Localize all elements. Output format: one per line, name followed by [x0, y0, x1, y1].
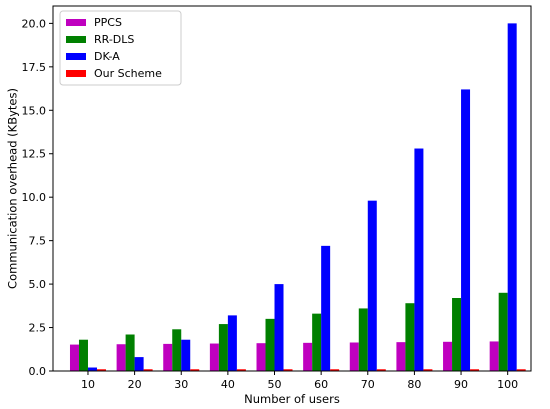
- legend-swatch-our-scheme: [66, 70, 86, 77]
- legend-label-dk-a: DK-A: [94, 50, 120, 63]
- bar-our-scheme-30: [190, 369, 200, 371]
- y-tick-label: 15.0: [22, 104, 47, 117]
- x-tick-label: 50: [268, 378, 282, 391]
- y-axis-label: Communication overhead (KBytes): [6, 88, 20, 289]
- bar-dk-a-100: [507, 23, 517, 371]
- legend-label-our-scheme: Our Scheme: [94, 67, 162, 80]
- bar-rr-dls-70: [358, 308, 368, 371]
- bar-ppcs-60: [303, 342, 313, 371]
- bar-ppcs-100: [489, 341, 499, 371]
- bar-our-scheme-100: [516, 369, 526, 371]
- x-tick-label: 90: [454, 378, 468, 391]
- y-tick-label: 2.5: [29, 322, 47, 335]
- x-tick-label: 80: [407, 378, 421, 391]
- bar-dk-a-20: [134, 357, 144, 371]
- bar-ppcs-30: [163, 343, 173, 371]
- y-tick-label: 5.0: [29, 278, 47, 291]
- legend: PPCS RR-DLS DK-A Our Scheme: [59, 10, 182, 86]
- bar-rr-dls-80: [405, 303, 415, 371]
- bar-rr-dls-30: [172, 329, 182, 371]
- bar-rr-dls-90: [452, 298, 462, 371]
- bar-dk-a-30: [181, 339, 191, 371]
- x-tick-label: 70: [361, 378, 375, 391]
- x-tick-label: 10: [81, 378, 95, 391]
- bar-dk-a-90: [461, 89, 471, 372]
- bar-our-scheme-10: [96, 369, 106, 371]
- bar-dk-a-70: [367, 200, 377, 371]
- x-axis-label: Number of users: [244, 392, 340, 406]
- bar-our-scheme-60: [330, 369, 340, 371]
- y-tick-label: 17.5: [22, 61, 47, 74]
- y-tick-label: 7.5: [29, 235, 47, 248]
- legend-swatch-dk-a: [66, 53, 86, 60]
- legend-box: [59, 10, 182, 86]
- plot-frame: [52, 5, 532, 372]
- bar-our-scheme-20: [143, 369, 153, 371]
- legend-label-ppcs: PPCS: [94, 16, 122, 29]
- y-tick-label: 20.0: [22, 17, 47, 30]
- x-tick-label: 40: [221, 378, 235, 391]
- y-tick-label: 12.5: [22, 148, 47, 161]
- bar-our-scheme-80: [423, 369, 433, 371]
- bar-dk-a-80: [414, 148, 424, 371]
- legend-label-rr-dls: RR-DLS: [94, 33, 134, 46]
- bar-dk-a-10: [87, 367, 97, 371]
- x-axis: 10 20 30 40 50 60 70 80 90 100: [81, 371, 518, 391]
- bar-dk-a-40: [227, 315, 237, 371]
- bar-ppcs-40: [209, 343, 219, 371]
- bar-rr-dls-50: [265, 318, 275, 371]
- x-tick-label: 60: [314, 378, 328, 391]
- legend-swatch-ppcs: [66, 19, 86, 26]
- bar-ppcs-20: [116, 344, 126, 371]
- bars-group: [69, 23, 526, 372]
- bar-our-scheme-50: [283, 369, 293, 371]
- bar-our-scheme-70: [376, 369, 386, 371]
- x-tick-label: 20: [128, 378, 142, 391]
- bar-our-scheme-90: [470, 369, 480, 371]
- bar-dk-a-60: [321, 245, 331, 371]
- bar-our-scheme-40: [236, 369, 246, 371]
- bar-ppcs-70: [349, 342, 359, 371]
- bar-dk-a-50: [274, 284, 284, 371]
- bar-rr-dls-60: [312, 313, 322, 371]
- bar-rr-dls-40: [218, 324, 228, 371]
- legend-swatch-rr-dls: [66, 36, 86, 43]
- y-tick-label: 10.0: [22, 191, 47, 204]
- bar-ppcs-50: [256, 343, 266, 371]
- bar-ppcs-10: [69, 344, 79, 371]
- bar-rr-dls-100: [498, 292, 508, 371]
- bar-rr-dls-20: [125, 334, 135, 371]
- x-tick-label: 30: [174, 378, 188, 391]
- y-axis: 0.0 2.5 5.0 7.5 10.0 12.5 15.0 17.5 20.0: [22, 17, 53, 378]
- y-tick-label: 0.0: [29, 365, 47, 378]
- x-tick-label: 100: [497, 378, 518, 391]
- bar-ppcs-80: [396, 342, 406, 371]
- bar-rr-dls-10: [78, 339, 88, 371]
- bar-ppcs-90: [443, 341, 453, 371]
